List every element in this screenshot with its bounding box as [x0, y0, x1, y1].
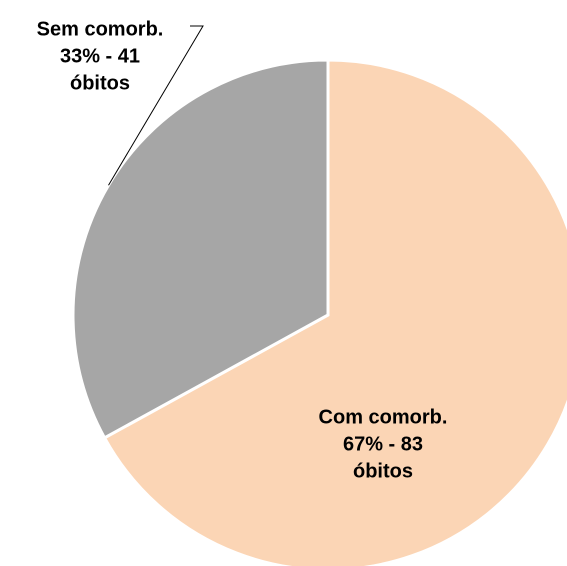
data-label: 67% - 83 [343, 433, 423, 455]
data-label: 33% - 41 [60, 45, 140, 67]
data-label: Com comorb. [319, 406, 448, 428]
leader-line [108, 25, 204, 186]
data-label: óbitos [70, 72, 130, 94]
data-label: Sem comorb. [37, 18, 164, 40]
data-label: óbitos [353, 460, 413, 482]
pie-slice [102, 58, 567, 566]
